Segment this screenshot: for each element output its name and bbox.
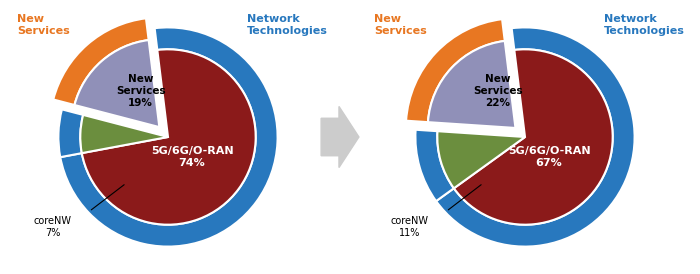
Wedge shape [436, 27, 635, 247]
Wedge shape [454, 49, 612, 225]
Wedge shape [80, 115, 168, 153]
Wedge shape [428, 41, 515, 128]
Wedge shape [415, 130, 454, 201]
Text: 5G/6G/O-RAN
74%: 5G/6G/O-RAN 74% [150, 146, 233, 167]
Wedge shape [406, 19, 505, 122]
Text: New
Services
19%: New Services 19% [116, 74, 165, 108]
Wedge shape [438, 131, 525, 188]
Text: New
Services: New Services [374, 14, 426, 36]
Wedge shape [53, 18, 148, 105]
Text: 5G/6G/O-RAN
67%: 5G/6G/O-RAN 67% [508, 146, 590, 167]
Text: Network
Technologies: Network Technologies [247, 14, 328, 36]
Text: New
Services
22%: New Services 22% [473, 74, 522, 108]
Wedge shape [60, 27, 278, 247]
Wedge shape [58, 109, 83, 157]
Text: Network
Technologies: Network Technologies [604, 14, 685, 36]
FancyArrow shape [321, 106, 359, 168]
Wedge shape [82, 49, 256, 225]
Text: coreNW
11%: coreNW 11% [391, 216, 429, 238]
Wedge shape [74, 40, 160, 127]
Text: New
Services: New Services [17, 14, 69, 36]
Text: coreNW
7%: coreNW 7% [34, 216, 72, 238]
